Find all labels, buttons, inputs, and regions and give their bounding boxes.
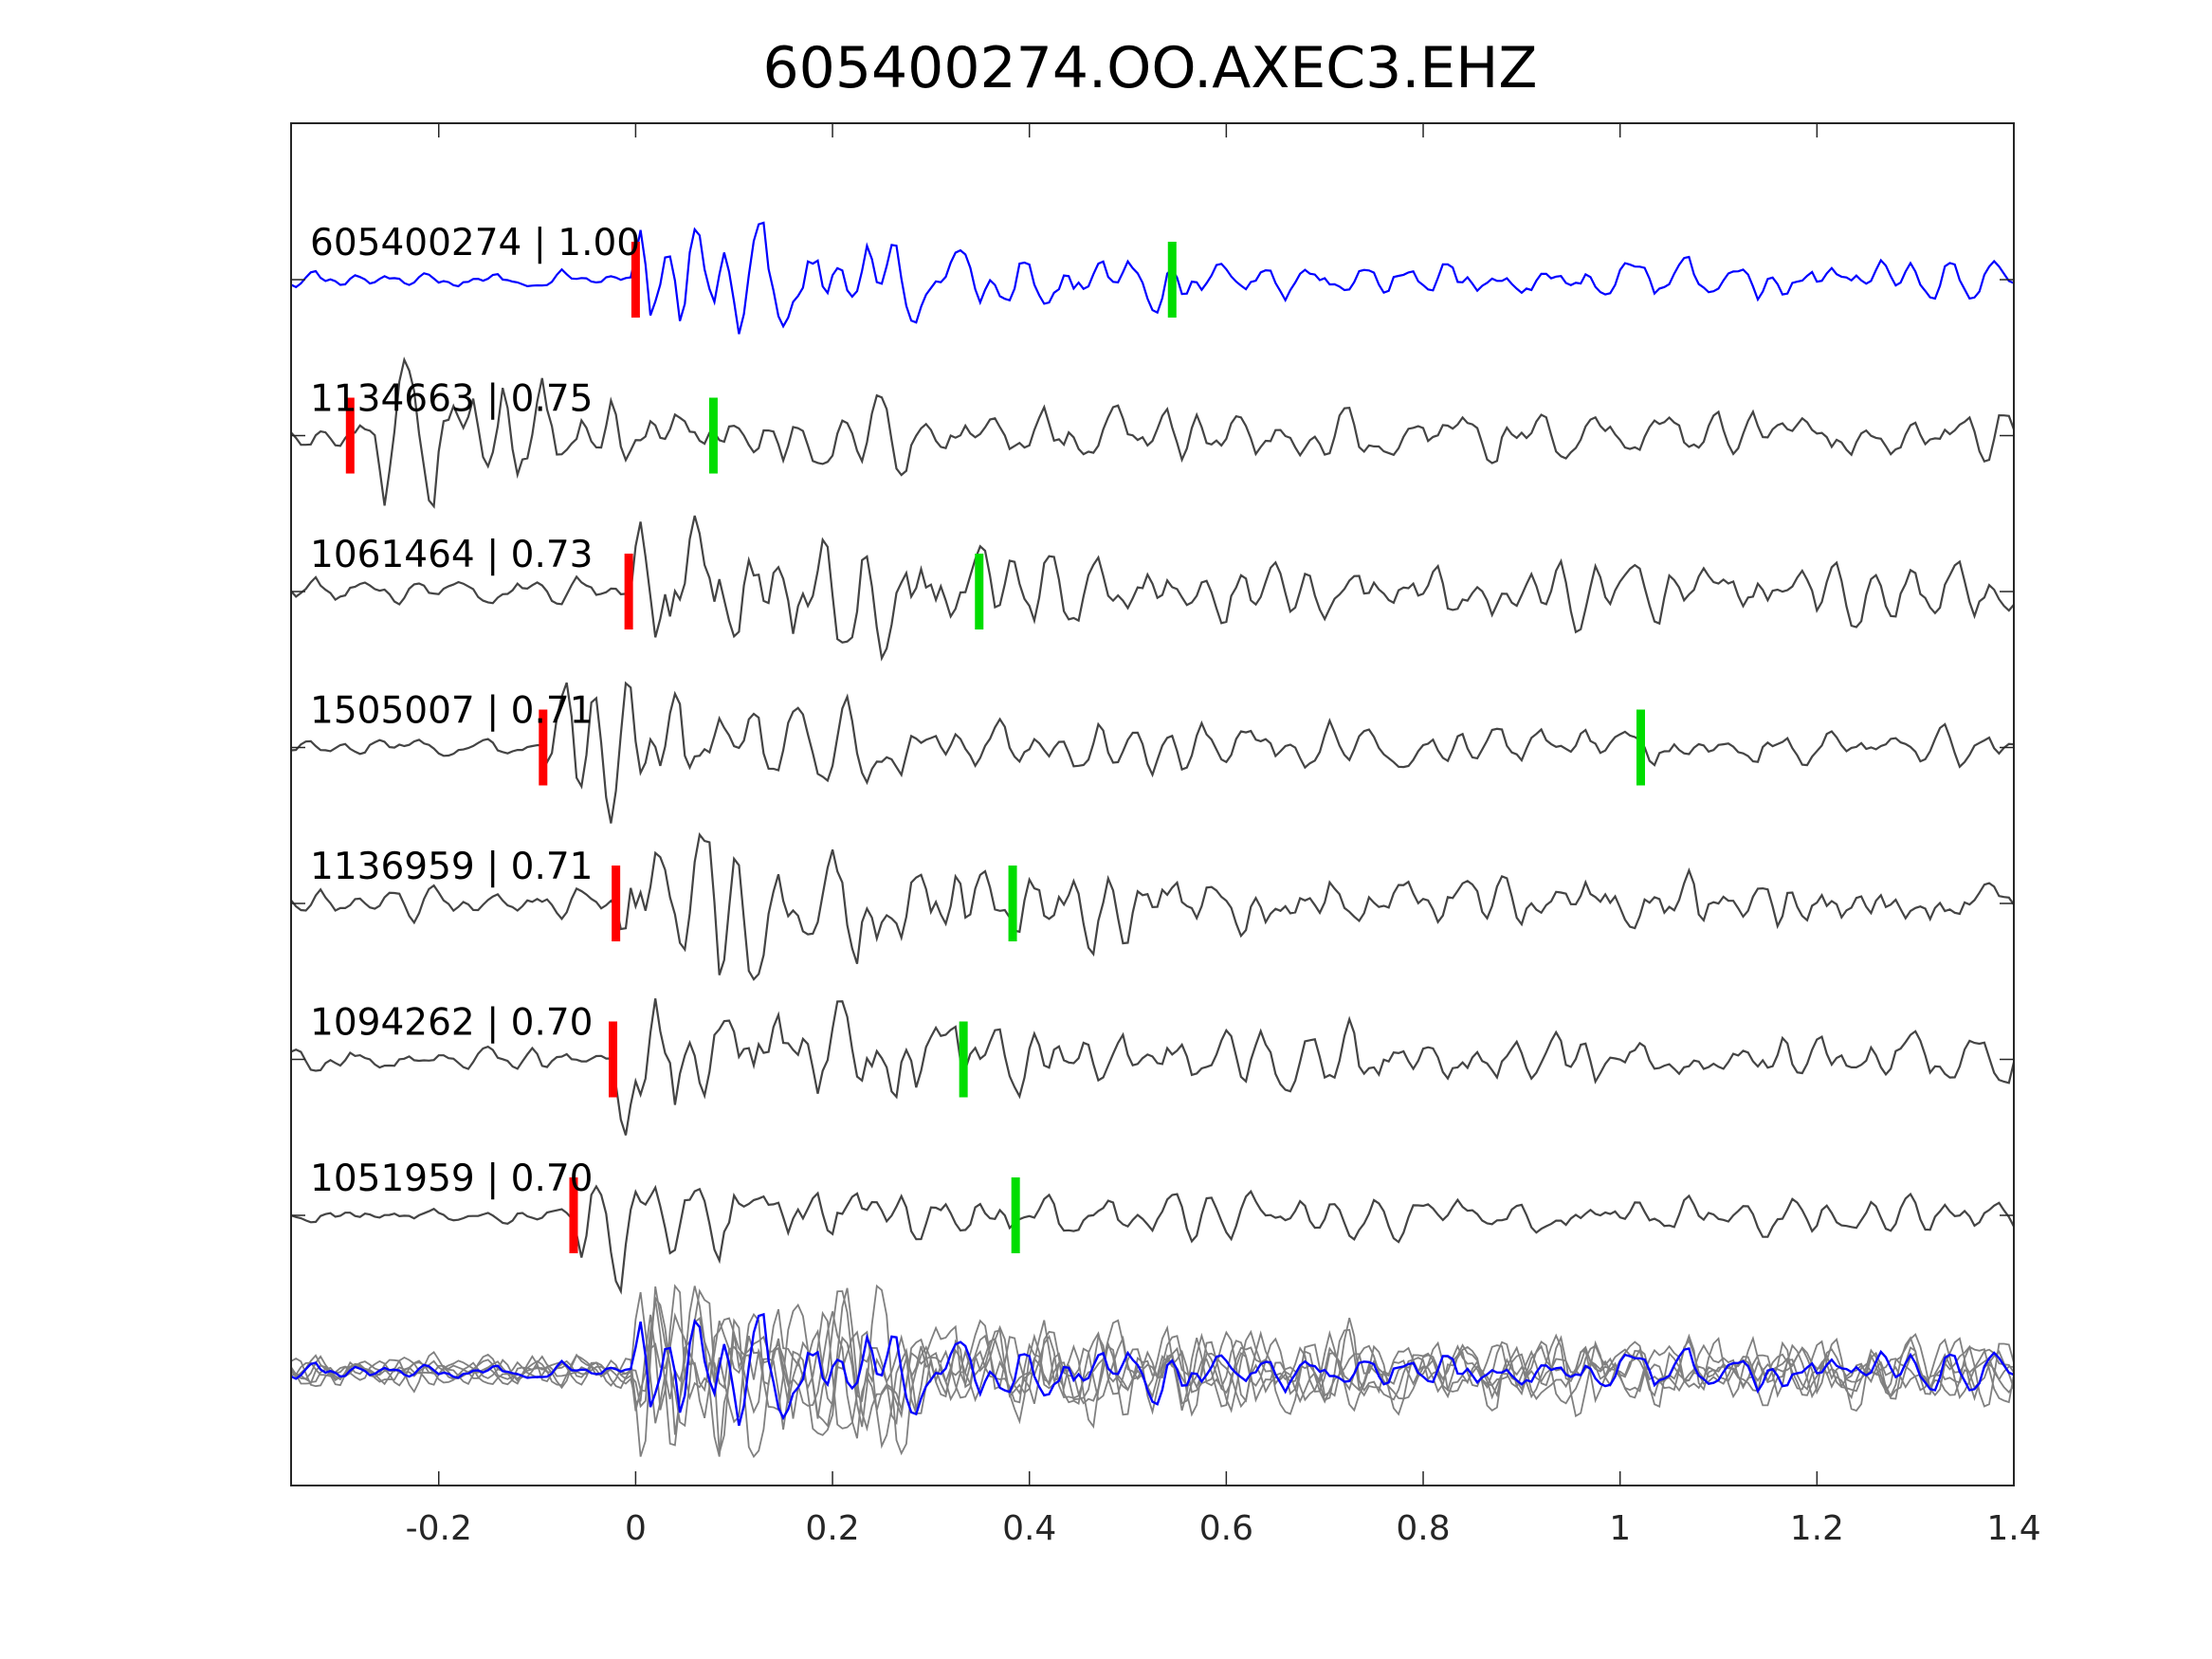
x-tick-label: 0.8 <box>1396 1509 1450 1548</box>
stack-trace-line <box>290 1285 2015 1457</box>
stack-template-line <box>290 1312 2015 1427</box>
waveform-line <box>290 998 2016 1136</box>
trace-row: 1051959 | 0.70 <box>290 1158 2015 1295</box>
x-tick-label: 0 <box>625 1509 647 1548</box>
trace-label: 1505007 | 0.71 <box>310 690 593 733</box>
trace-row: 1134663 | 0.75 <box>290 356 2016 509</box>
trace-row: 1094262 | 0.70 <box>290 998 2016 1136</box>
trace-row: 1136959 | 0.71 <box>290 831 2015 981</box>
x-tick-label: 1.4 <box>1986 1509 2040 1548</box>
x-tick-label: 0.2 <box>805 1509 859 1548</box>
trace-row: 1505007 | 0.71 <box>290 681 2015 824</box>
trace-label: 1094262 | 0.70 <box>310 1002 593 1045</box>
waveform-line <box>290 515 2015 662</box>
x-tick-label: 1 <box>1609 1509 1631 1548</box>
x-tick-label: 1.2 <box>1790 1509 1844 1548</box>
stack-trace-line <box>290 1299 2015 1457</box>
trace-label: 1051959 | 0.70 <box>310 1158 593 1200</box>
axes-group: -0.2 0 0.2 0.4 0.6 0.8 1 1.2 1.4 <box>290 122 2041 1548</box>
trace-label: 1136959 | 0.71 <box>310 846 593 888</box>
waveform-line <box>290 1184 2015 1295</box>
plot-frame <box>290 122 2015 1486</box>
stack-trace-line <box>290 1284 2015 1432</box>
trace-label: 605400274 | 1.00 <box>310 222 640 264</box>
trace-row: 1061464 | 0.73 <box>290 515 2015 662</box>
trace-label: 1061464 | 0.73 <box>310 534 593 576</box>
x-tick-label: 0.4 <box>1002 1509 1056 1548</box>
waveform-line <box>290 681 2015 824</box>
trace-row: 605400274 | 1.00 <box>290 221 2015 335</box>
x-tick-label: -0.2 <box>406 1509 472 1548</box>
waveform-line <box>290 831 2015 981</box>
trace-label: 1134663 | 0.75 <box>310 378 593 421</box>
stack-row <box>290 1284 2015 1459</box>
x-tick-label: 0.6 <box>1199 1509 1253 1548</box>
waveform-line <box>290 221 2015 335</box>
traces-group: 605400274 | 1.00 1134663 | 0.75 1061464 | … <box>290 221 2016 1459</box>
chart-title: 605400274.OO.AXEC3.EHZ <box>762 35 1537 101</box>
waveform-line <box>290 356 2016 509</box>
